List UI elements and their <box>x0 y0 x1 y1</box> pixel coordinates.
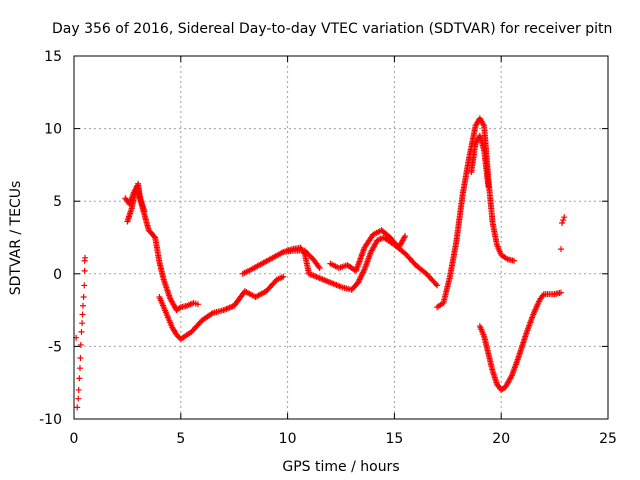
y-tick-label: -10 <box>39 412 62 428</box>
data-point <box>316 264 323 271</box>
data-point <box>558 289 565 296</box>
data-point <box>511 257 518 264</box>
x-tick-labels: 0 5 10 15 20 25 <box>70 431 617 447</box>
data-point <box>74 404 81 411</box>
y-tick-label: 15 <box>44 49 62 65</box>
data-point <box>559 219 566 226</box>
y-tick-label: 5 <box>53 194 62 210</box>
data-point <box>76 375 83 382</box>
y-axis-label: SDTVAR / TECUs <box>8 181 24 296</box>
data-point <box>141 208 148 215</box>
x-tick-label: 5 <box>176 431 185 447</box>
data-point <box>79 311 86 318</box>
data-point <box>402 233 409 240</box>
data-point <box>81 282 88 289</box>
data-point <box>561 214 568 221</box>
data-point <box>77 355 84 362</box>
data-point <box>434 282 441 289</box>
data-point <box>432 281 439 288</box>
data-marks <box>73 115 568 411</box>
data-point <box>82 254 89 261</box>
data-point <box>79 302 86 309</box>
data-point <box>485 183 492 190</box>
x-axis-label: GPS time / hours <box>282 459 399 475</box>
x-tick-label: 0 <box>70 431 79 447</box>
x-tick-label: 15 <box>385 431 403 447</box>
data-point <box>80 294 87 301</box>
x-tick-label: 10 <box>279 431 297 447</box>
data-point <box>280 273 287 280</box>
y-tick-label: 10 <box>44 122 62 138</box>
data-point <box>76 365 83 372</box>
data-point <box>77 341 84 348</box>
grid-lines <box>74 56 608 419</box>
x-tick-label: 20 <box>492 431 510 447</box>
y-tick-label: 0 <box>53 267 62 283</box>
data-point <box>75 386 82 393</box>
y-tick-label: -5 <box>48 339 62 355</box>
data-point <box>78 328 85 335</box>
data-point <box>558 246 565 253</box>
plot-frame <box>73 55 609 420</box>
y-tick-labels: -10 -5 0 5 10 15 <box>39 49 62 428</box>
data-point <box>75 395 82 402</box>
data-point <box>208 310 215 317</box>
data-point <box>560 217 567 224</box>
data-point <box>79 320 86 327</box>
x-tick-label: 25 <box>599 431 617 447</box>
data-point <box>194 301 201 308</box>
data-point <box>81 267 88 274</box>
data-point <box>151 233 158 240</box>
chart-title: Day 356 of 2016, Sidereal Day-to-day VTE… <box>52 21 612 37</box>
